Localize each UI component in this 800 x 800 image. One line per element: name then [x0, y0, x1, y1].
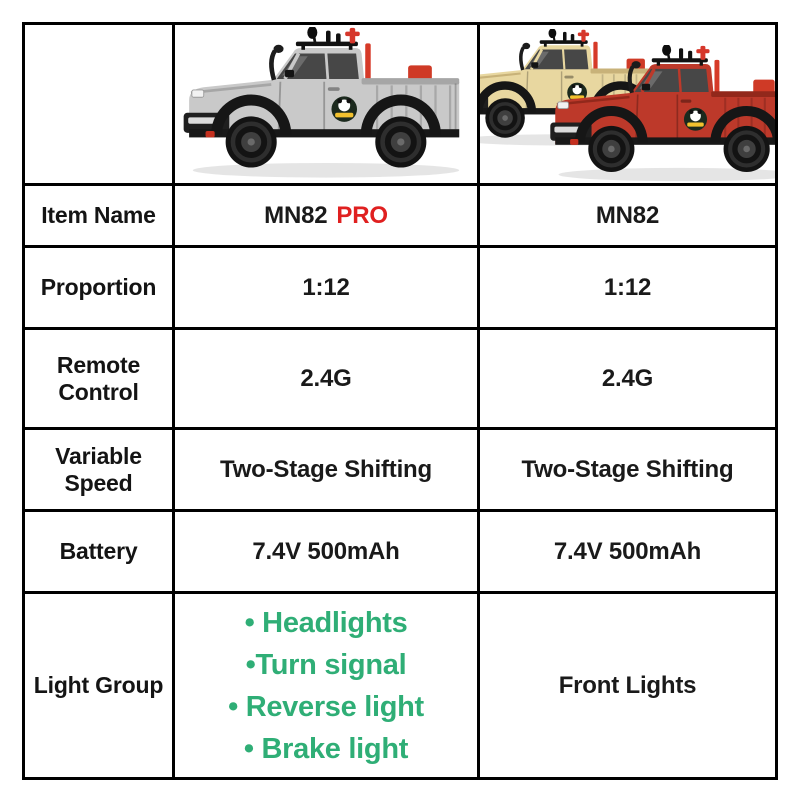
- model-name-base: MN82: [264, 201, 328, 229]
- row-proportion-right-cell: 1:12: [480, 248, 775, 330]
- row-remote-control-label-cell: Remote Control: [25, 330, 175, 430]
- light-group-label: Light Group: [33, 672, 164, 699]
- remote-control-label-line2: Control: [58, 378, 139, 405]
- model-name-pro-suffix: PRO: [336, 201, 388, 229]
- battery-label: Battery: [59, 538, 138, 565]
- image-row-empty-cell: [25, 25, 175, 186]
- remote-control-right-value: 2.4G: [601, 364, 654, 392]
- light-item-turn-signal: •Turn signal: [245, 648, 407, 681]
- variable-speed-label-line2: Speed: [64, 469, 133, 496]
- row-variable-speed-label-cell: Variable Speed: [25, 430, 175, 512]
- proportion-left-value: 1:12: [302, 273, 350, 301]
- row-item-name-right-cell: MN82: [480, 186, 775, 248]
- row-proportion-left-cell: 1:12: [175, 248, 480, 330]
- light-group-list: • Headlights •Turn signal • Reverse ligh…: [228, 602, 424, 770]
- remote-control-label: Remote Control: [57, 352, 140, 405]
- battery-right-value: 7.4V 500mAh: [553, 537, 702, 565]
- variable-speed-right-value: Two-Stage Shifting: [521, 455, 734, 483]
- remote-control-left-value: 2.4G: [300, 364, 352, 392]
- row-item-name-label-cell: Item Name: [25, 186, 175, 248]
- remote-control-label-line1: Remote: [56, 352, 141, 379]
- row-battery-left-cell: 7.4V 500mAh: [175, 512, 480, 594]
- light-item-reverse-light: • Reverse light: [228, 690, 424, 723]
- red-truck-image: [547, 45, 775, 185]
- variable-speed-left-value: Two-Stage Shifting: [220, 455, 432, 483]
- proportion-label: Proportion: [40, 274, 157, 301]
- model-name-pro: MN82 PRO: [264, 202, 388, 230]
- row-variable-speed-right-cell: Two-Stage Shifting: [480, 430, 775, 512]
- battery-left-value: 7.4V 500mAh: [252, 537, 400, 565]
- item-name-label: Item Name: [41, 202, 156, 229]
- row-battery-right-cell: 7.4V 500mAh: [480, 512, 775, 594]
- row-remote-control-right-cell: 2.4G: [480, 330, 775, 430]
- model-name-standard: MN82: [595, 201, 660, 229]
- row-light-group-right-cell: Front Lights: [480, 594, 775, 777]
- product-image-right-cell: [480, 25, 775, 186]
- row-proportion-label-cell: Proportion: [25, 248, 175, 330]
- variable-speed-label: Variable Speed: [55, 443, 142, 496]
- comparison-table: Item Name MN82 PRO MN82 Proportion 1:12 …: [22, 22, 778, 780]
- row-light-group-label-cell: Light Group: [25, 594, 175, 777]
- light-item-brake-light: • Brake light: [243, 732, 409, 765]
- silver-truck-image: [180, 27, 472, 182]
- light-item-headlights: • Headlights: [244, 606, 408, 639]
- light-group-right-value: Front Lights: [558, 671, 697, 699]
- row-item-name-left-cell: MN82 PRO: [175, 186, 480, 248]
- row-battery-label-cell: Battery: [25, 512, 175, 594]
- variable-speed-label-line1: Variable: [55, 443, 142, 470]
- product-image-left-cell: [175, 25, 480, 186]
- row-light-group-left-cell: • Headlights •Turn signal • Reverse ligh…: [175, 594, 480, 777]
- row-remote-control-left-cell: 2.4G: [175, 330, 480, 430]
- row-variable-speed-left-cell: Two-Stage Shifting: [175, 430, 480, 512]
- proportion-right-value: 1:12: [603, 273, 652, 301]
